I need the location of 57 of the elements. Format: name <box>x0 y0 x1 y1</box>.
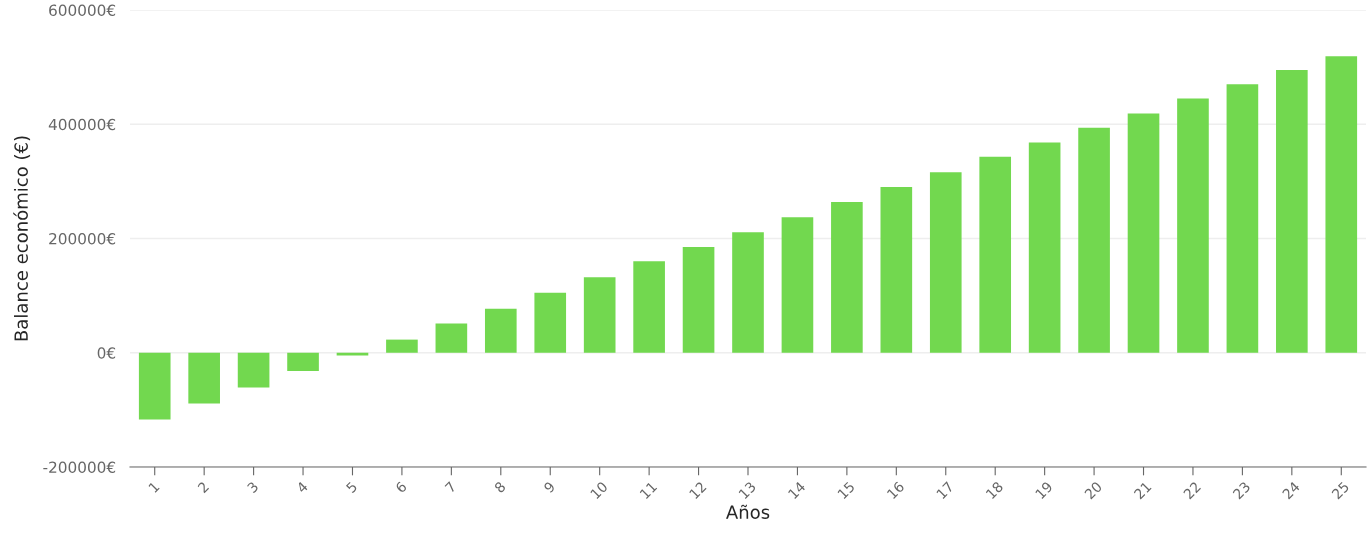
bar <box>929 172 962 353</box>
x-tick-label: 22 <box>1182 481 1201 500</box>
bar <box>237 352 270 388</box>
x-tick-label: 25 <box>1331 481 1350 500</box>
bar <box>188 352 220 404</box>
bar <box>1127 113 1160 353</box>
x-tick-label: 1 <box>148 481 160 493</box>
x-tick-label: 8 <box>493 481 507 494</box>
x-tick-label: 20 <box>1083 481 1103 500</box>
bar <box>633 261 665 353</box>
bar <box>287 352 319 372</box>
x-tick-label: 11 <box>639 481 658 500</box>
x-tick-label: 17 <box>936 481 954 500</box>
bar <box>732 232 764 353</box>
y-axis-title: Balance económico (€) <box>13 136 31 341</box>
bar <box>534 292 567 353</box>
bar <box>1177 98 1209 353</box>
y-tick-label: 400000€ <box>48 118 116 131</box>
x-tick-label: 6 <box>394 480 408 494</box>
x-tick-label: 18 <box>985 481 1004 500</box>
bar <box>1325 56 1358 353</box>
x-tick-label: 12 <box>688 481 707 500</box>
x-tick-label: 15 <box>837 481 856 500</box>
bar <box>1028 142 1061 353</box>
x-tick-label: 23 <box>1232 481 1251 500</box>
bar <box>880 187 913 353</box>
bar <box>979 156 1012 353</box>
bar <box>336 352 369 356</box>
bar <box>386 339 418 353</box>
x-tick-label: 24 <box>1281 480 1301 500</box>
bar <box>1276 69 1308 353</box>
bar <box>1226 84 1259 353</box>
x-tick-label: 19 <box>1034 481 1054 500</box>
x-tick-label: 13 <box>738 481 757 500</box>
x-tick-label: 10 <box>589 481 609 500</box>
bar <box>138 352 171 420</box>
bar <box>831 201 863 353</box>
bar <box>583 277 616 353</box>
y-tick-label: 0€ <box>97 347 116 359</box>
bar <box>781 217 814 353</box>
x-tick-label: 7 <box>444 481 457 494</box>
x-tick-label: 9 <box>543 481 556 494</box>
x-tick-label: 14 <box>787 481 806 500</box>
x-tick-label: 4 <box>295 481 309 494</box>
x-tick-label: 5 <box>345 481 358 494</box>
x-tick-label: 21 <box>1133 481 1152 500</box>
bar <box>435 323 468 353</box>
x-tick-label: 16 <box>886 480 905 500</box>
x-axis-title: Años <box>726 504 770 519</box>
bar <box>682 247 715 353</box>
y-tick-label: -200000€ <box>43 461 116 474</box>
y-tick-label: 200000€ <box>49 232 116 245</box>
bar <box>1078 127 1110 353</box>
y-tick-label: 600000€ <box>49 4 116 17</box>
x-tick-label: 2 <box>197 481 210 494</box>
bar <box>484 308 517 353</box>
x-tick-label: 3 <box>246 481 259 494</box>
